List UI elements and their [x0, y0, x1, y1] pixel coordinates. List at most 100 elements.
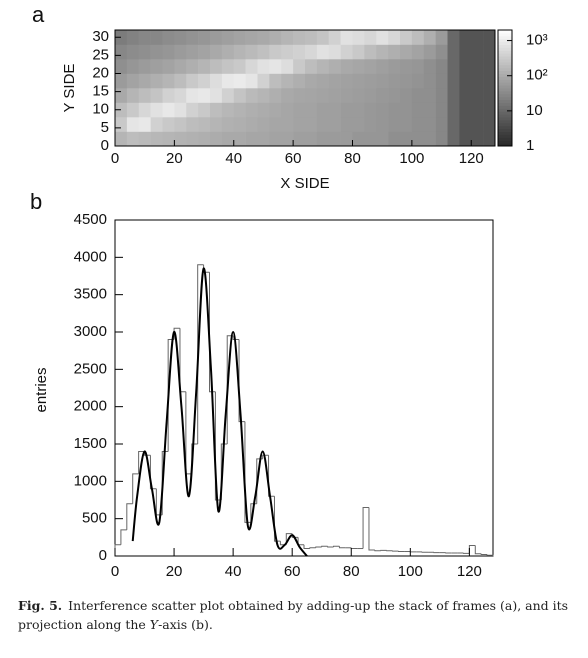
heatmap-cell [376, 44, 389, 60]
colorbar-step [498, 119, 512, 124]
heatmap-cell [471, 59, 484, 74]
heatmap-cell [198, 88, 211, 103]
heatmap-cell [352, 30, 365, 45]
heatmap-cell [316, 88, 330, 103]
histogram-bin [120, 529, 127, 545]
colorbar-step [498, 82, 512, 86]
histogram-bin [350, 547, 358, 550]
heatmap-cell [150, 59, 163, 74]
heatmap-cell [210, 73, 223, 89]
caption-label: Fig. 5. [18, 598, 63, 613]
heatmap-cell [376, 88, 389, 103]
heatmap-cell [459, 59, 472, 74]
heatmap-cell [447, 30, 460, 45]
heatmap-cell [400, 59, 413, 74]
heatmap-cell [364, 44, 377, 60]
y-tick-label: 3000 [74, 323, 107, 340]
colorbar-step [498, 44, 512, 48]
histogram-bin [303, 544, 310, 550]
colorbar-step [498, 70, 512, 74]
heatmap-cell [221, 117, 235, 132]
heatmap-cell [174, 73, 187, 89]
colorbar-step [498, 30, 512, 34]
histogram-bin [486, 554, 494, 556]
heatmap-cell [281, 102, 294, 118]
heatmap-cell [328, 73, 341, 89]
heatmap-cell [174, 30, 187, 45]
heatmap-cell [245, 73, 258, 89]
histogram-bin [197, 264, 204, 444]
heatmap-cell [186, 131, 199, 147]
colorbar-step [498, 41, 512, 45]
colorbar-tick-label: 10 [526, 102, 543, 119]
heatmap-cell [210, 88, 223, 103]
caption-text: -axis (b). [158, 617, 213, 632]
heatmap-cell [210, 102, 223, 118]
heatmap-cell [340, 131, 353, 147]
heatmap-cell [115, 131, 128, 147]
heatmap-cell [126, 44, 140, 60]
x-tick-label: 0 [111, 150, 119, 167]
heatmap-cell [316, 44, 330, 60]
heatmap-cell [340, 88, 353, 103]
heatmap-cell [305, 59, 318, 74]
heatmap-cell [281, 44, 294, 60]
heatmap-cell [376, 131, 389, 147]
heatmap-cell [281, 117, 294, 132]
heatmap-cell [257, 73, 270, 89]
heatmap-cell [316, 102, 330, 118]
heatmap-cell [388, 59, 401, 74]
heatmap-cell [138, 117, 151, 132]
heatmap-cell [138, 59, 151, 74]
colorbar-step [498, 131, 512, 135]
heatmap-cell [376, 73, 389, 89]
heatmap-cell [245, 131, 258, 147]
heatmap-cell [483, 131, 496, 147]
histogram-bin [297, 537, 304, 546]
heatmap-cell [305, 131, 318, 147]
heatmap-cell [126, 73, 140, 89]
heatmap-cell [411, 44, 425, 60]
heatmap-cell [186, 73, 199, 89]
heatmap-cell [186, 102, 199, 118]
histogram-bin [362, 506, 369, 549]
colorbar-step [498, 73, 512, 77]
heatmap-cell [174, 44, 187, 60]
heatmap-cell [138, 30, 151, 45]
histogram-bin [374, 550, 381, 552]
heatmap-cell [447, 59, 460, 74]
heatmap-cell [245, 30, 258, 45]
colorbar-step [498, 122, 512, 127]
heatmap-cell [150, 44, 163, 60]
heatmap-cell [459, 131, 472, 147]
heatmap-cell [364, 117, 377, 132]
heatmap-cell [174, 117, 187, 132]
heatmap-cell [305, 44, 318, 60]
heatmap-cell [186, 44, 199, 60]
heatmap-cell [269, 131, 282, 147]
heatmap-cell [186, 30, 199, 45]
heatmap-cell [221, 59, 235, 74]
heatmap-cell [305, 30, 318, 45]
heatmap-cell [411, 88, 425, 103]
histogram-bin [209, 272, 216, 393]
histogram-bin [238, 339, 245, 423]
heatmap-cell [115, 117, 128, 132]
heatmap-cell [162, 131, 175, 147]
heatmap-cell [115, 59, 128, 74]
heatmap-cell [293, 88, 306, 103]
colorbar-step [498, 128, 512, 132]
colorbar-tick-label: 10² [526, 67, 548, 84]
heatmap-cell [293, 73, 306, 89]
colorbar-step [498, 59, 512, 63]
heatmap-cell [221, 131, 235, 147]
colorbar-step [498, 38, 512, 43]
heatmap-cell [447, 117, 460, 132]
heatmap-cell [435, 73, 448, 89]
heatmap-cell [174, 88, 187, 103]
heatmap-cell [459, 102, 472, 118]
heatmap-cell [150, 117, 163, 132]
histogram-bin [327, 546, 334, 548]
heatmap-cell [388, 102, 401, 118]
heatmap-cell [388, 44, 401, 60]
